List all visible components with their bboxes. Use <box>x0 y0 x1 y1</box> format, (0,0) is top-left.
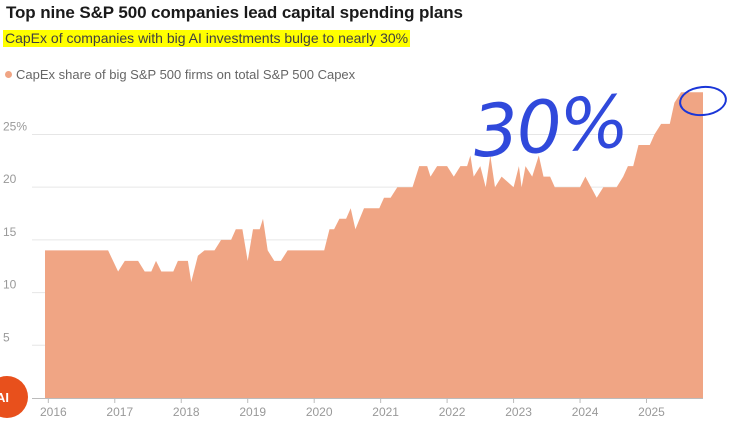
x-tick-label-2024: 2024 <box>572 405 599 419</box>
x-tick-label-2020: 2020 <box>306 405 333 419</box>
legend: CapEx share of big S&P 500 firms on tota… <box>5 67 355 82</box>
y-tick-label-20: 20 <box>3 172 17 186</box>
legend-swatch <box>5 71 12 78</box>
handwritten-annotation: 30% <box>469 79 630 174</box>
chart-subtitle: CapEx of companies with big AI investmen… <box>3 30 411 47</box>
x-tick-label-2022: 2022 <box>439 405 466 419</box>
y-tick-label-5: 5 <box>3 330 10 344</box>
x-tick-label-2021: 2021 <box>372 405 399 419</box>
x-tick-label-2018: 2018 <box>173 405 200 419</box>
y-tick-label-15: 15 <box>3 225 17 239</box>
x-tick-label-2019: 2019 <box>239 405 266 419</box>
x-tick-label-2017: 2017 <box>106 405 133 419</box>
x-tick-label-2016: 2016 <box>40 405 67 419</box>
x-tick-label-2025: 2025 <box>638 405 665 419</box>
area-series <box>45 92 703 399</box>
chart-title: Top nine S&P 500 companies lead capital … <box>6 3 463 22</box>
y-tick-label-25: 25% <box>3 119 27 133</box>
x-tick-label-2023: 2023 <box>505 405 532 419</box>
y-tick-label-10: 10 <box>3 278 17 292</box>
legend-label: CapEx share of big S&P 500 firms on tota… <box>16 67 356 82</box>
